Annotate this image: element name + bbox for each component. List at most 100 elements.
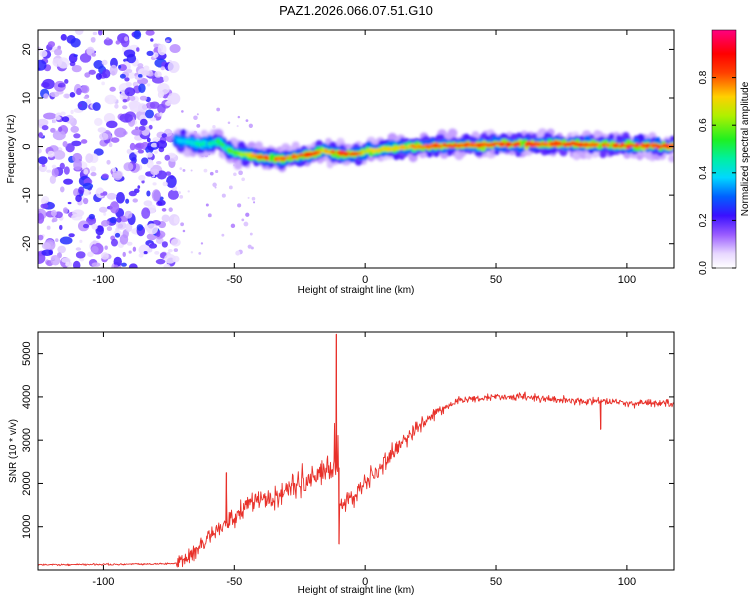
noise-blobs (38, 30, 256, 268)
spectrogram-x-axis-label: Height of straight line (km) (298, 285, 415, 296)
noise-blob (161, 133, 167, 138)
noise-blob (141, 70, 150, 76)
noise-blob (126, 72, 136, 79)
noise-blob (79, 239, 83, 243)
signal-cell (413, 145, 417, 150)
signal-cell (352, 151, 356, 156)
noise-blob (55, 238, 59, 243)
noise-blob (109, 201, 120, 214)
noise-blob (47, 41, 56, 48)
noise-blob (167, 189, 179, 200)
noise-blob (154, 250, 160, 255)
y-tick-label: 20 (21, 43, 33, 55)
signal-cell (614, 142, 619, 148)
noise-blob (92, 102, 101, 111)
noise-blob (169, 44, 181, 54)
noise-blob (78, 103, 83, 108)
noise-blob (167, 60, 180, 74)
noise-blob (72, 209, 85, 217)
noise-blob (138, 174, 146, 181)
signal-cell (625, 144, 631, 149)
x-tick-label: 0 (362, 576, 368, 588)
signal-cell (361, 150, 365, 155)
noise-blob (50, 127, 56, 133)
noise-blob (106, 120, 118, 129)
y-tick-label: 3000 (21, 428, 33, 452)
noise-blob (137, 63, 144, 68)
noise-blob (137, 185, 141, 189)
noise-blob (173, 216, 179, 224)
colorbar-tick-label: 0.2 (698, 213, 709, 227)
noise-blob (138, 83, 146, 94)
signal-cell (247, 153, 251, 157)
noise-blob (145, 109, 155, 119)
noise-blob (145, 30, 155, 36)
x-tick-label: -50 (226, 576, 242, 588)
noise-blob (64, 78, 69, 84)
noise-blob (114, 127, 127, 138)
noise-blob (150, 168, 160, 176)
noise-blob (85, 153, 94, 164)
noise-blob (155, 230, 161, 237)
signal-cell (392, 152, 401, 160)
noise-blob (69, 92, 76, 98)
noise-blob (161, 208, 167, 212)
noise-blob (77, 100, 88, 111)
noise-blob (115, 40, 121, 45)
noise-blob (228, 185, 233, 190)
noise-blob (78, 186, 85, 195)
noise-blob (137, 149, 145, 154)
noise-blob (221, 233, 225, 237)
noise-blob (96, 235, 101, 239)
noise-blob (38, 59, 47, 71)
noise-blob (65, 143, 75, 153)
noise-blob (57, 245, 66, 254)
signal-cell (641, 144, 645, 148)
noise-blob (129, 142, 136, 151)
x-tick-label: 100 (618, 576, 636, 588)
signal-cell (529, 142, 534, 148)
noise-blob (93, 148, 104, 156)
noise-blob (63, 178, 74, 185)
noise-blob (64, 93, 70, 99)
noise-blob (63, 166, 70, 175)
noise-blob (108, 142, 113, 148)
y-tick-label: -20 (21, 236, 33, 252)
signal-cell (195, 141, 200, 146)
noise-blob (235, 250, 241, 256)
noise-blob (161, 241, 168, 248)
noise-blob (97, 30, 103, 36)
signal-cell (354, 151, 359, 156)
noise-blob (205, 203, 209, 207)
signal-cell (510, 133, 518, 140)
noise-blob (149, 117, 157, 122)
noise-blob (65, 261, 70, 266)
noise-blob (247, 244, 252, 249)
noise-blob (72, 152, 83, 163)
noise-blob (203, 168, 208, 173)
noise-blob (84, 72, 91, 78)
signal-cell (595, 142, 600, 147)
noise-blob (245, 119, 249, 122)
noise-blob (156, 160, 162, 165)
signal-cell (186, 140, 191, 145)
signal-cell (557, 141, 562, 146)
noise-blob (52, 57, 63, 67)
noise-blob (238, 170, 243, 176)
y-tick-label: 2000 (21, 471, 33, 495)
noise-blob (82, 182, 94, 190)
y-tick-label: 10 (21, 92, 33, 104)
colorbar-ticks: 0.0 0.2 0.4 0.6 0.8 (698, 70, 736, 275)
noise-blob (209, 171, 214, 176)
noise-blob (155, 258, 166, 265)
noise-blob (148, 124, 153, 130)
signal-cell (669, 135, 674, 142)
signal-cell (264, 155, 270, 161)
noise-blob (59, 162, 65, 170)
noise-blob (99, 132, 109, 141)
noise-blob (38, 132, 43, 138)
noise-blob (161, 214, 170, 223)
noise-blob (73, 159, 82, 171)
noise-blob (113, 256, 122, 267)
noise-blob (67, 201, 72, 205)
